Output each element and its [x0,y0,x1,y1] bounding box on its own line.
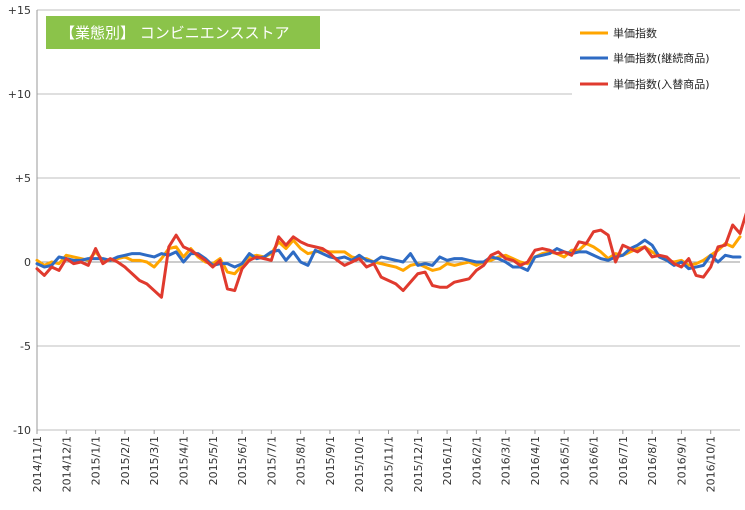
legend-label-continuing-items: 単価指数(継続商品) [613,51,710,65]
x-tick-label: 2016/1/1 [441,436,454,485]
x-tick-label: 2016/10/1 [705,436,718,492]
x-tick-label: 2016/8/1 [646,436,659,485]
x-tick-label: 2015/4/1 [177,436,190,485]
y-tick-label: -5 [20,340,31,353]
x-tick-label: 2015/7/1 [265,436,278,485]
series-line-continuing-items [35,238,742,272]
y-tick-label: 0 [24,256,31,269]
y-tick-label: +15 [8,4,31,17]
y-tick-label: +10 [8,88,31,101]
series-lines [35,212,745,299]
x-tick-label: 2016/9/1 [675,436,688,485]
x-axis-ticks: 2014/11/1 2014/12/1 2015/1/1 2015/2/1 2015/3… [31,430,718,492]
legend-label-replaced-items: 単価指数(入替商品) [613,77,710,91]
legend-label-unit-price-index: 単価指数 [613,26,657,40]
x-tick-label: 2016/3/1 [500,436,513,485]
x-tick-label: 2016/2/1 [470,436,483,485]
y-tick-label: -10 [13,424,31,437]
x-tick-label: 2016/7/1 [617,436,630,485]
x-tick-label: 2014/12/1 [60,436,73,492]
x-tick-label: 2015/5/1 [207,436,220,485]
y-axis-ticks: +15 +10 +5 0 -5 -10 [8,4,31,437]
x-tick-label: 2014/11/1 [31,436,44,492]
x-tick-label: 2015/2/1 [119,436,132,485]
chart-title: 【業態別】 コンビニエンスストア [60,24,289,42]
x-tick-label: 2015/10/1 [353,436,366,492]
y-tick-label: +5 [15,172,31,185]
series-line-replaced-items [35,212,745,299]
x-tick-label: 2016/4/1 [529,436,542,485]
x-tick-label: 2015/12/1 [412,436,425,492]
legend: 単価指数 単価指数(継続商品) 単価指数(入替商品) [572,14,740,96]
x-tick-label: 2015/9/1 [324,436,337,485]
x-tick-label: 2015/3/1 [148,436,161,485]
x-tick-label: 2015/1/1 [90,436,103,485]
chart-title-background [46,16,320,49]
x-tick-label: 2015/11/1 [383,436,396,492]
x-tick-label: 2016/6/1 [588,436,601,485]
x-tick-label: 2015/6/1 [236,436,249,485]
x-tick-label: 2016/5/1 [558,436,571,485]
chart-title-box: 【業態別】 コンビニエンスストア [46,16,320,49]
legend-background [572,14,740,96]
x-tick-label: 2015/8/1 [295,436,308,485]
